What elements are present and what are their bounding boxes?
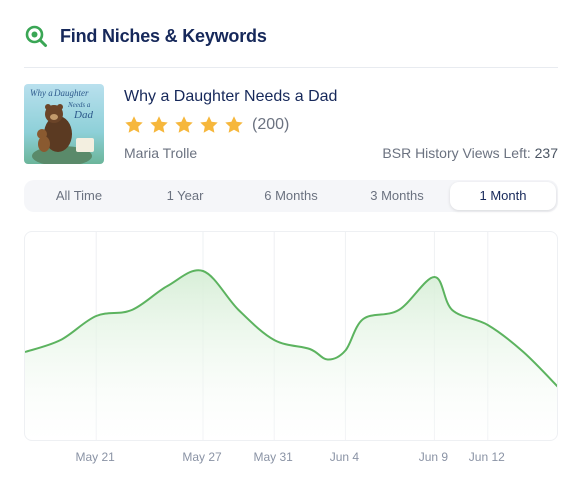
x-tick-label: May 21 (75, 450, 115, 464)
star-icon (175, 116, 193, 133)
x-tick-label: May 27 (182, 450, 222, 464)
time-range-tabs: All Time 1 Year 6 Months 3 Months 1 Mont… (24, 180, 558, 212)
tab-all-time[interactable]: All Time (55, 188, 103, 203)
x-tick-label: May 31 (253, 450, 293, 464)
book-summary: Why a Daughter Needs a Dad Why a Daughte… (24, 84, 558, 164)
chart-svg (25, 232, 557, 440)
book-cover[interactable]: Why a Daughter Needs a Dad (24, 84, 104, 164)
x-tick-label: Jun 12 (468, 450, 505, 464)
x-tick-label: Jun 9 (418, 450, 449, 464)
tab-1-year[interactable]: 1 Year (166, 188, 204, 203)
header: Find Niches & Keywords (24, 20, 558, 52)
chart-area-fill (25, 270, 557, 440)
book-cover-image: Why a Daughter Needs a Dad (24, 84, 104, 164)
rating-stars: (200) (124, 115, 289, 135)
author-name: Maria Trolle (124, 145, 198, 161)
chart-series-line (25, 269, 557, 388)
star-icon (125, 116, 143, 133)
page-title: Find Niches & Keywords (60, 25, 267, 46)
header-divider (24, 67, 558, 68)
star-icon (225, 116, 243, 133)
book-title[interactable]: Why a Daughter Needs a Dad (124, 88, 338, 105)
tab-6-months[interactable]: 6 Months (264, 188, 318, 203)
tab-1-month[interactable]: 1 Month (450, 182, 556, 210)
bsr-label: BSR History Views Left: (382, 145, 531, 161)
cover-title-line-1: Why a (30, 88, 53, 98)
cover-title-line-3: Needs a (67, 101, 91, 109)
cover-title-line-4: Dad (73, 109, 93, 121)
x-axis-labels: May 21 May 27 May 31 Jun 4 Jun 9 Jun 12 (24, 450, 558, 466)
tab-3-months[interactable]: 3 Months (370, 188, 424, 203)
cover-title-line-2: Daughter (53, 88, 89, 98)
star-icon (200, 116, 218, 133)
review-count: (200) (252, 116, 290, 133)
search-chart-icon (25, 25, 47, 47)
bsr-views-left: BSR History Views Left: 237 (382, 145, 558, 161)
star-icon (150, 116, 168, 133)
bsr-value: 237 (534, 145, 558, 161)
bsr-history-chart (24, 231, 558, 441)
x-tick-label: Jun 4 (329, 450, 360, 464)
